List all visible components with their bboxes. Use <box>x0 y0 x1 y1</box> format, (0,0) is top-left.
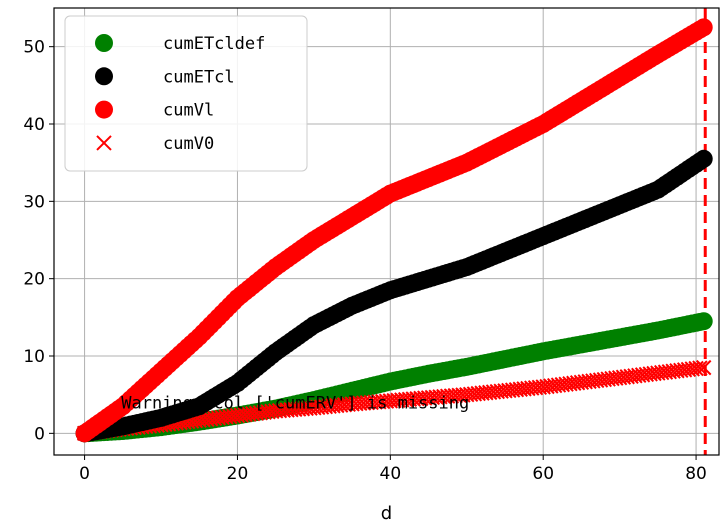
axis-ticks: 0 20 40 60 80 0 10 20 30 40 50 <box>23 38 707 484</box>
point-cumETcldef <box>694 312 713 331</box>
x-tick-label: 40 <box>380 464 402 484</box>
x-tick-label: 0 <box>79 464 90 484</box>
point-cumV0 <box>692 360 708 376</box>
point-cumETcl <box>694 149 713 168</box>
x-axis-label: d <box>381 503 392 524</box>
series-layer <box>75 18 713 443</box>
point-cumV0 <box>696 359 712 376</box>
y-tick-label: 50 <box>23 38 45 58</box>
y-tick-label: 30 <box>23 192 45 212</box>
legend-box <box>64 15 308 172</box>
legend-marker-cumVl <box>95 100 113 119</box>
legend-label-cumETcldef: cumETcldef <box>163 34 265 54</box>
point-cumVl <box>694 18 713 37</box>
y-tick-label: 0 <box>34 424 45 444</box>
warning-annotation: Warning: col ['cumERV'] is missing <box>121 394 469 414</box>
legend-label-cumETcl: cumETcl <box>163 67 235 87</box>
x-tick-label: 80 <box>685 464 707 484</box>
legend-marker-cumETcldef <box>95 34 113 52</box>
plot-frame <box>53 7 720 456</box>
legend: cumETcldef cumETcl cumVl cumV0 <box>64 15 308 172</box>
legend-marker-cumETcl <box>95 67 113 86</box>
y-tick-label: 10 <box>23 347 45 367</box>
x-tick-label: 20 <box>227 464 249 484</box>
legend-label-cumV0: cumV0 <box>163 134 214 154</box>
x-tick-label: 60 <box>532 464 554 484</box>
y-tick-label: 40 <box>23 115 45 135</box>
legend-label-cumVl: cumVl <box>163 101 214 121</box>
legend-marker-cumV0 <box>96 135 112 151</box>
y-tick-label: 20 <box>23 270 45 290</box>
series-cumVl <box>75 18 713 443</box>
